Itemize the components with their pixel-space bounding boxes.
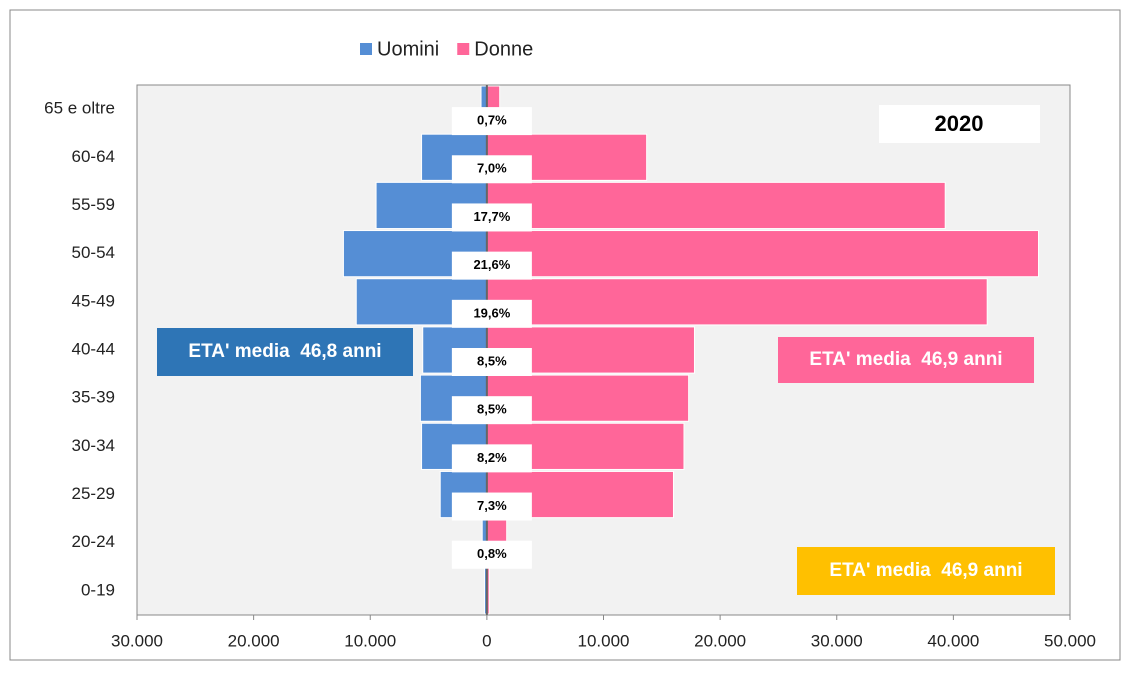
percent-label-box [451,348,532,376]
percent-label: 7,3% [477,498,507,513]
bar [486,230,1040,278]
percent-label-box [451,396,532,425]
y-tick-label: 30-34 [72,436,115,455]
percent-label: 8,5% [477,353,507,368]
legend-swatch [360,43,372,55]
legend-label: Donne [474,38,533,60]
y-tick-label: 45-49 [72,291,115,310]
percent-label: 0,8% [477,546,507,561]
y-tick-label: 35-39 [72,388,115,407]
percent-label: 7,0% [477,161,507,176]
percent-label: 8,2% [477,450,507,465]
year-label: 2020 [935,111,984,136]
percent-label-box [451,299,532,328]
x-tick-label: 10.000 [578,631,630,650]
percent-label-box [451,155,532,184]
percent-label-box [451,107,532,136]
percent-label-box [451,203,532,232]
y-tick-label: 65 e oltre [44,99,115,118]
x-tick-label: 10.000 [344,631,396,650]
x-tick-label: 20.000 [694,631,746,650]
x-tick-label: 30.000 [811,631,863,650]
annotation: ETA' media 46,9 anni [829,560,1022,581]
annotation: ETA' media 46,9 anni [809,349,1002,370]
x-tick-label: 40.000 [927,631,979,650]
y-tick-label: 40-44 [72,339,115,358]
y-tick-label: 55-59 [72,195,115,214]
y-tick-label: 50-54 [72,243,115,262]
annotation: ETA' media 46,8 anni [188,341,381,362]
annotation-box [778,337,1034,383]
percent-label: 19,6% [473,305,510,320]
y-tick-label: 20-24 [72,532,115,551]
x-tick-label: 20.000 [228,631,280,650]
x-tick-label: 0 [482,631,491,650]
x-tick-label: 30.000 [111,631,163,650]
bar [486,181,946,230]
y-tick-label: 25-29 [72,484,115,503]
year-box [879,105,1040,143]
annotation-box [157,328,413,376]
percent-label-box [451,444,532,473]
y-tick-label: 60-64 [72,147,115,166]
annotation-box [797,547,1055,595]
percent-label: 17,7% [473,209,510,224]
percent-label: 8,5% [477,402,507,417]
legend-swatch [457,43,470,55]
percent-label-box [451,492,532,521]
legend-label: Uomini [377,38,439,60]
y-tick-label: 0-19 [81,580,115,599]
percent-label-box [451,251,532,280]
percent-label: 0,7% [477,113,507,128]
x-tick-label: 50.000 [1044,631,1096,650]
percent-label-box [451,540,532,569]
bar [486,278,988,326]
percent-label: 21,6% [473,257,510,272]
